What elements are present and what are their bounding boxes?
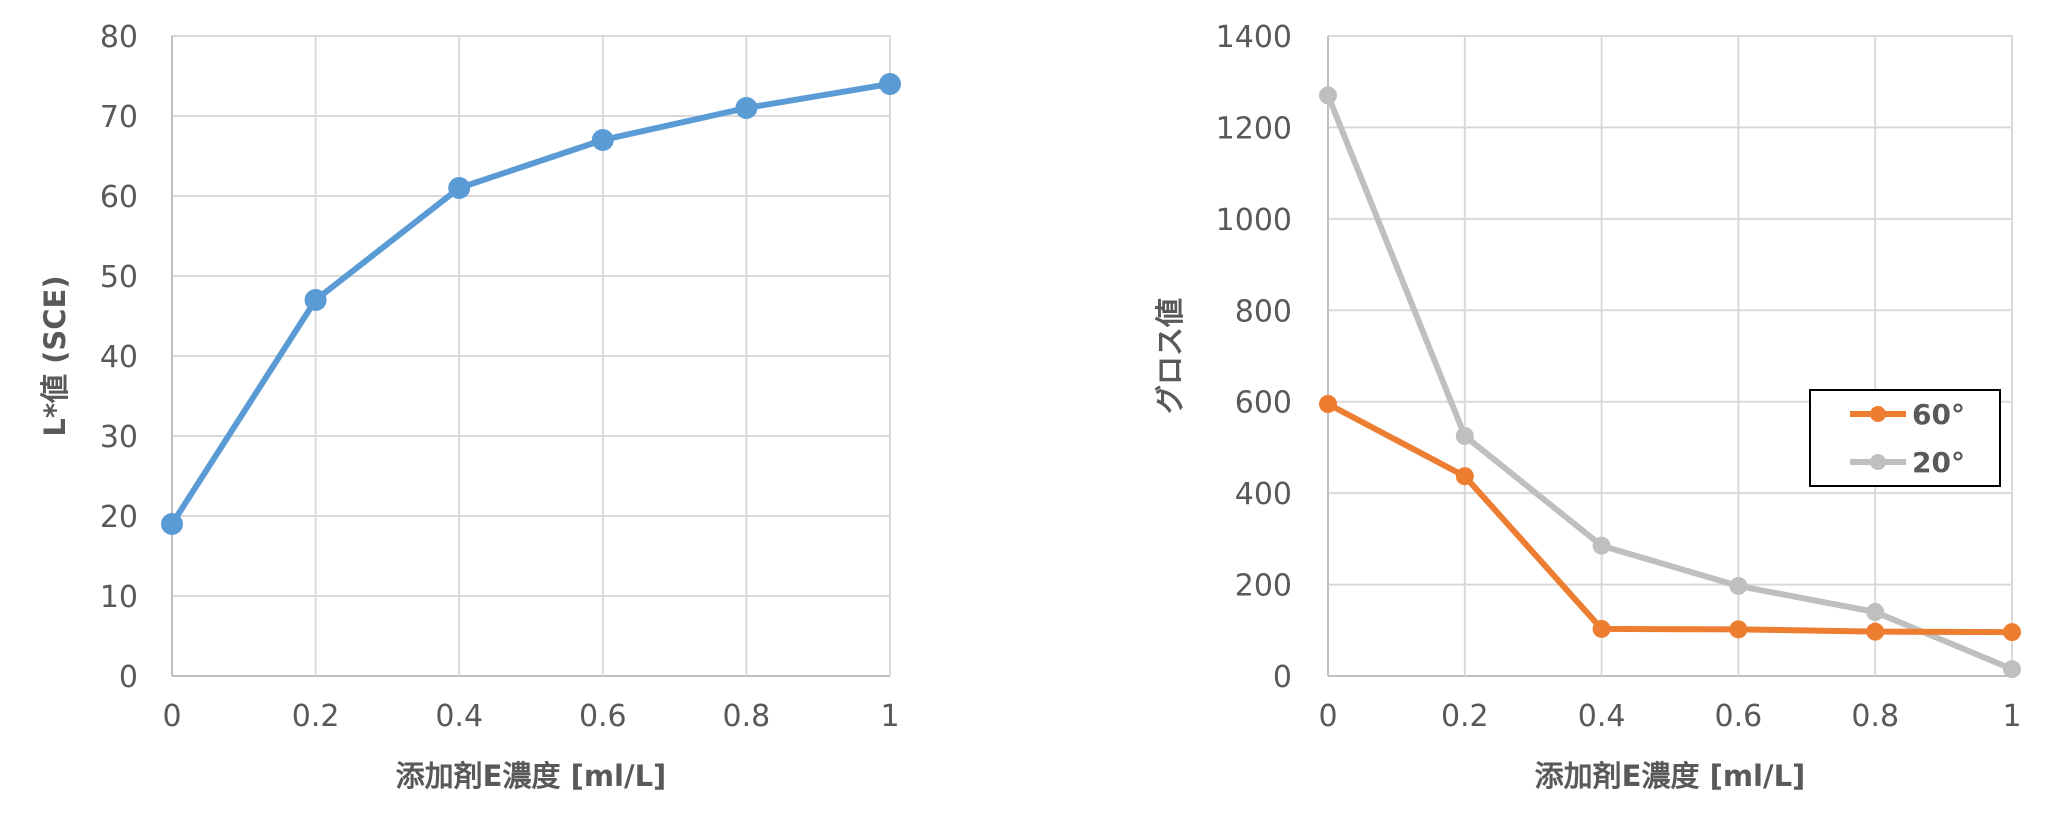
x-axis-title: 添加剤E濃度 [ml/L] xyxy=(1535,759,1806,793)
y-tick-label: 400 xyxy=(1235,477,1292,512)
data-point xyxy=(304,289,327,311)
y-tick-label: 800 xyxy=(1235,294,1292,329)
legend-label: 20° xyxy=(1912,446,1965,479)
y-tick-label: 70 xyxy=(100,100,138,135)
legend-swatch-marker xyxy=(1870,406,1886,422)
series-line xyxy=(1325,92,2015,673)
x-tick-label: 0 xyxy=(1318,699,1337,734)
data-point xyxy=(161,513,183,535)
y-tick-label: 10 xyxy=(100,580,138,615)
legend-label: 60° xyxy=(1912,398,1965,431)
series-line xyxy=(1325,401,2015,636)
x-tick-label: 0.2 xyxy=(292,699,340,734)
y-tick-label: 1000 xyxy=(1216,203,1292,238)
x-tick-label: 0.6 xyxy=(579,699,627,734)
chart-lightness: 0 10 20 30 40 50 60 70 80 0 0.2 0.4 0.6 0.8 1 添加剤E濃度 [m… xyxy=(38,20,901,793)
legend: 60°20° xyxy=(1809,389,2001,487)
data-point xyxy=(1319,86,1337,105)
data-point xyxy=(1592,536,1611,555)
y-tick-label: 0 xyxy=(119,660,138,695)
x-tick-label: 0.2 xyxy=(1441,699,1489,734)
data-point xyxy=(2003,660,2021,679)
x-tick-label: 0 xyxy=(162,699,181,734)
x-tick-label: 1 xyxy=(880,699,899,734)
legend-box xyxy=(1809,389,2001,487)
data-point xyxy=(879,73,901,95)
y-tick-label: 80 xyxy=(100,20,138,55)
x-tick-label: 0.8 xyxy=(723,699,771,734)
data-point xyxy=(1319,395,1337,413)
chart-gloss: 0 200 400 600 800 1000 1200 1400 0 0.2 0.4 0.6 0.8 1 添… xyxy=(1153,20,2022,793)
data-point xyxy=(1592,619,1611,638)
data-point xyxy=(1455,467,1474,486)
data-point xyxy=(1729,576,1748,595)
data-point xyxy=(1866,622,1885,641)
x-tick-label: 0.6 xyxy=(1715,699,1763,734)
data-point xyxy=(1455,427,1474,445)
x-tick-label: 0.4 xyxy=(435,699,483,734)
y-tick-label: 0 xyxy=(1273,660,1292,695)
series-line xyxy=(169,81,893,527)
data-point xyxy=(591,129,614,151)
y-tick-label: 40 xyxy=(100,340,138,375)
y-tick-label: 20 xyxy=(100,500,138,535)
y-tick-label: 60 xyxy=(100,180,138,215)
y-tick-label: 600 xyxy=(1235,386,1292,421)
y-tick-label: 50 xyxy=(100,260,138,295)
y-tick-label: 1400 xyxy=(1216,20,1292,55)
x-tick-label: 0.8 xyxy=(1851,699,1899,734)
data-point xyxy=(735,97,758,119)
legend-swatch-marker xyxy=(1870,454,1886,470)
y-axis-title: グロス値 xyxy=(1153,298,1187,414)
x-tick-label: 0.4 xyxy=(1578,699,1626,734)
y-tick-label: 30 xyxy=(100,420,138,455)
x-axis-title: 添加剤E濃度 [ml/L] xyxy=(396,759,667,793)
data-point xyxy=(1866,603,1885,621)
data-point xyxy=(2003,623,2021,642)
y-axis-title: L*値 (SCE) xyxy=(38,275,72,436)
y-tick-label: 1200 xyxy=(1216,111,1292,146)
x-tick-label: 1 xyxy=(2002,699,2021,734)
data-point xyxy=(1729,620,1748,639)
y-tick-label: 200 xyxy=(1235,569,1292,604)
data-point xyxy=(448,177,471,199)
